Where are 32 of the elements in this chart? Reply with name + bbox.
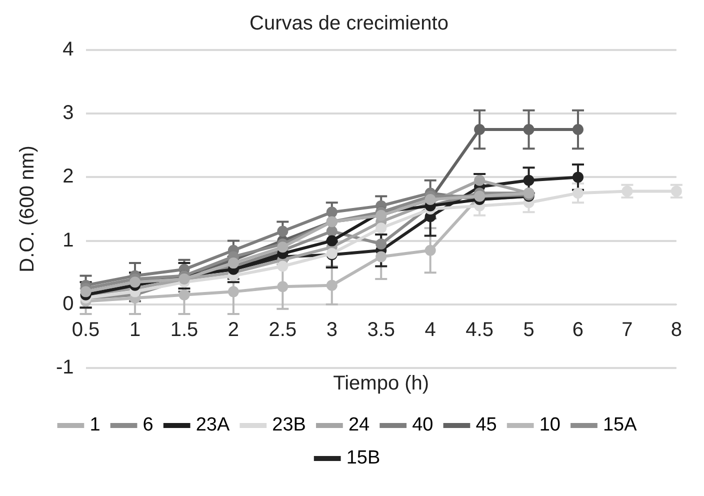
y-tick-label: 4 (62, 38, 74, 61)
y-tick-label: 1 (62, 229, 74, 252)
legend-label: 10 (539, 414, 560, 436)
legend-label: 1 (90, 414, 100, 436)
legend-label: 24 (348, 414, 370, 436)
x-axis-title: Tiempo (h) (333, 372, 430, 395)
y-tick-label: 2 (62, 166, 74, 188)
x-tick-label: 1 (129, 318, 141, 341)
x-tick-label: 8 (670, 318, 682, 341)
legend-label: 23A (196, 414, 230, 436)
x-tick-label: 7 (622, 318, 633, 341)
legend-label: 15A (602, 414, 638, 436)
chart-title: Curvas de crecimiento (250, 12, 448, 35)
legend-label: 6 (142, 414, 154, 436)
legend-label: 15B (346, 448, 380, 469)
y-axis-title: D.O. (600 nm) (16, 146, 39, 272)
x-tick-label: 3 (326, 318, 338, 341)
x-tick-label: 5 (523, 318, 534, 341)
y-tick-label: 3 (62, 102, 74, 124)
y-tick-label: 0 (62, 292, 74, 315)
x-tick-label: 2.5 (268, 318, 297, 341)
x-tick-label: 3.5 (367, 318, 396, 341)
x-tick-label: 2 (228, 318, 240, 341)
legend-label: 23B (272, 414, 306, 436)
legend-label: 45 (476, 414, 497, 436)
x-tick-label: 4 (424, 318, 436, 341)
x-tick-label: 0.5 (72, 318, 100, 341)
x-tick-label: 4.5 (466, 318, 494, 341)
x-tick-label: 1.5 (170, 318, 198, 341)
legend-label: 40 (412, 414, 434, 436)
y-tick-label: -1 (56, 356, 74, 379)
x-tick-label: 6 (572, 318, 584, 341)
